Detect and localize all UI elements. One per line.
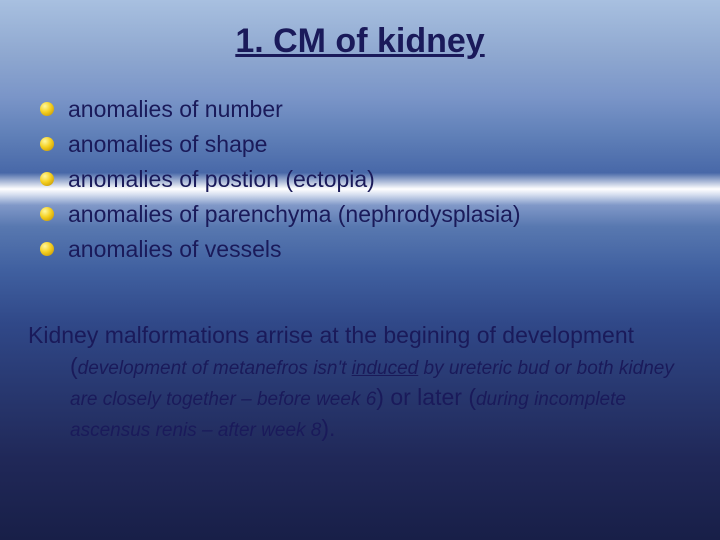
bullet-icon [40, 242, 54, 256]
paragraph-italic-underlined: induced [352, 358, 419, 379]
bullet-text: anomalies of number [68, 94, 283, 125]
bullet-text: anomalies of shape [68, 129, 267, 160]
bullet-text: anomalies of postion (ectopia) [68, 164, 375, 195]
slide: 1. CM of kidney anomalies of number anom… [0, 0, 720, 540]
bullet-icon [40, 137, 54, 151]
paragraph-italic: development of metanefros isn't [78, 358, 352, 379]
bullet-text: anomalies of vessels [68, 234, 282, 265]
paragraph: Kidney malformations arrise at the begin… [28, 320, 680, 444]
list-item: anomalies of parenchyma (nephrodysplasia… [40, 199, 680, 230]
bullet-icon [40, 102, 54, 116]
bullet-icon [40, 207, 54, 221]
paragraph-mid: ) or later ( [376, 384, 476, 410]
list-item: anomalies of postion (ectopia) [40, 164, 680, 195]
slide-title: 1. CM of kidney [0, 22, 720, 61]
list-item: anomalies of number [40, 94, 680, 125]
bullet-icon [40, 172, 54, 186]
list-item: anomalies of vessels [40, 234, 680, 265]
bullet-text: anomalies of parenchyma (nephrodysplasia… [68, 199, 521, 230]
paragraph-tail: ). [321, 415, 335, 441]
list-item: anomalies of shape [40, 129, 680, 160]
bullet-list: anomalies of number anomalies of shape a… [40, 94, 680, 269]
